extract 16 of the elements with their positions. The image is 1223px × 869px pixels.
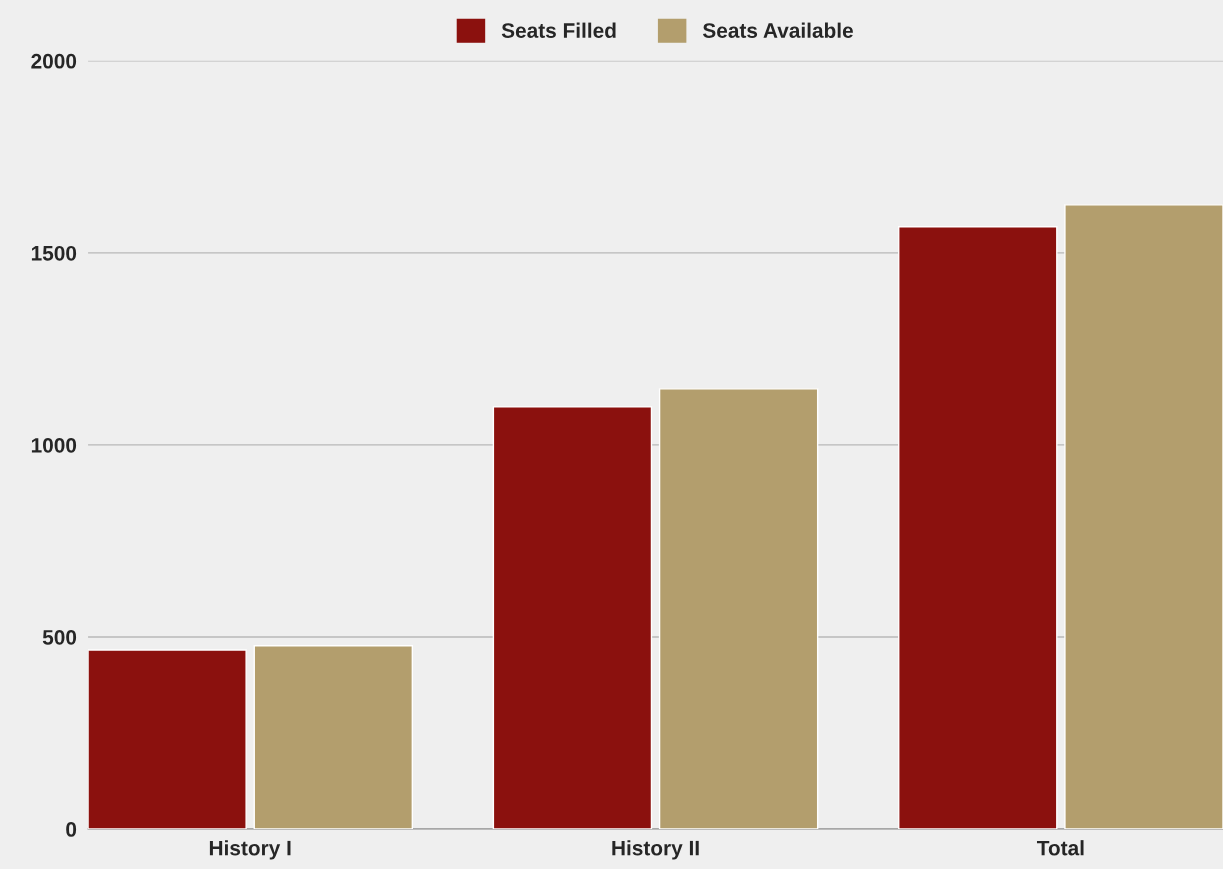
bar xyxy=(253,645,414,830)
bar xyxy=(492,406,653,830)
y-tick-label: 2000 xyxy=(31,53,77,69)
x-tick-label: History I xyxy=(209,840,291,860)
bar xyxy=(88,649,247,830)
y-tick-label: 1000 xyxy=(31,437,77,453)
x-tick-label: History II xyxy=(612,840,699,860)
x-tick-label: Total xyxy=(1036,840,1084,856)
bar xyxy=(658,388,819,830)
y-tick-label: 500 xyxy=(42,629,77,645)
bar xyxy=(898,226,1058,830)
legend-label: Seats Available xyxy=(702,22,853,38)
bar xyxy=(1064,204,1223,830)
y-tick-label: 1500 xyxy=(31,245,77,261)
y-tick-label: 0 xyxy=(66,822,77,837)
legend-label: Seats Filled xyxy=(501,22,616,38)
